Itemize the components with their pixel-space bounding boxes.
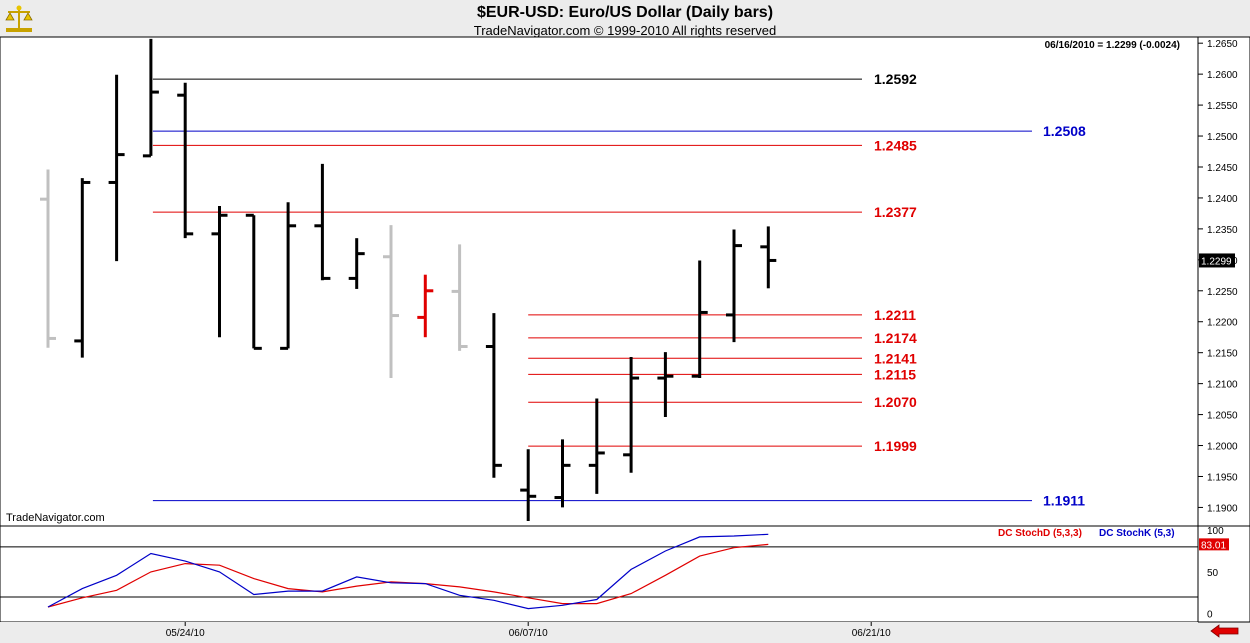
price-level-label: 1.1999 (874, 438, 917, 454)
price-tick-label: 1.2250 (1207, 287, 1238, 298)
stochastic-lines (47, 533, 769, 610)
stochastic-legend-entry: DC StochD (5,3,3) (998, 528, 1082, 539)
price-tick-label: 1.2100 (1207, 380, 1238, 391)
ohlc-bars (40, 38, 777, 522)
price-tick-label: 1.2200 (1207, 318, 1238, 329)
watermark-text: TradeNavigator.com (6, 512, 105, 524)
stochastic-value-label: 83.01 (1201, 540, 1226, 551)
chart-subtitle: TradeNavigator.com © 1999-2010 All right… (473, 23, 777, 38)
date-tick-label: 06/07/10 (509, 628, 548, 639)
date-tick-label: 05/24/10 (166, 628, 205, 639)
price-tick-label: 1.2150 (1207, 349, 1238, 360)
stochastic-legend-entry: DC StochK (5,3) (1099, 528, 1175, 539)
date-axis-labels: 05/24/10 06/07/10 06/21/10 (166, 622, 891, 639)
price-level-label: 1.1911 (1043, 493, 1085, 509)
price-tick-label: 1.2350 (1207, 225, 1238, 236)
stochastic-series-line (47, 533, 769, 610)
price-levels: 1.2592 1.2508 1.2485 1.2377 1.2211 1.2174 1.21… (152, 71, 1086, 509)
price-tick-label: 1.2600 (1207, 70, 1238, 81)
date-axis (0, 622, 1198, 643)
price-level-label: 1.2070 (874, 394, 917, 410)
price-level-label: 1.2174 (874, 330, 917, 346)
last-price-label: 1.2299 (1201, 256, 1232, 267)
price-tick-label: 1.2450 (1207, 163, 1238, 174)
last-price-marker: 1.2299 (1199, 253, 1235, 268)
price-tick-label: 1.2050 (1207, 411, 1238, 422)
price-level-label: 1.2508 (1043, 123, 1086, 139)
last-quote-text: 06/16/2010 = 1.2299 (-0.0024) (1045, 40, 1180, 51)
stochastic-plot-area (0, 525, 1199, 623)
price-level-label: 1.2377 (874, 204, 917, 220)
price-plot-area (0, 36, 1199, 527)
scales-logo-icon (5, 5, 33, 32)
stochastic-tick-label: 100 (1207, 526, 1224, 537)
price-tick-label: 1.1900 (1207, 503, 1238, 514)
chart-title: $EUR-USD: Euro/US Dollar (Daily bars) (476, 4, 774, 21)
price-tick-label: 1.1950 (1207, 472, 1238, 483)
price-tick-label: 1.2500 (1207, 132, 1238, 143)
price-axis (1197, 36, 1250, 527)
scroll-left-arrow-icon[interactable] (1210, 624, 1240, 638)
price-level-label: 1.2141 (874, 350, 917, 366)
last-price-box (1199, 253, 1235, 268)
date-tick-label: 06/21/10 (852, 628, 891, 639)
stochastic-tick-label: 0 (1207, 610, 1213, 621)
price-level-label: 1.2115 (874, 366, 916, 382)
price-level-label: 1.2592 (874, 71, 917, 87)
price-tick-label: 1.2000 (1207, 442, 1238, 453)
stochastic-tick-label: 50 (1207, 568, 1219, 579)
price-axis-ticks: 1.1900 1.1950 1.2000 1.2050 1.2100 1.2150 1.22… (1198, 39, 1238, 514)
price-tick-label: 1.2550 (1207, 101, 1238, 112)
stochastic-legend: DC StochD (5,3,3) DC StochK (5,3) (998, 528, 1175, 539)
price-level-label: 1.2211 (874, 307, 916, 323)
price-tick-label: 1.2400 (1207, 194, 1238, 205)
price-level-label: 1.2485 (874, 137, 917, 153)
price-tick-label: 1.2650 (1207, 39, 1238, 50)
stochastic-value-box (1199, 538, 1229, 551)
